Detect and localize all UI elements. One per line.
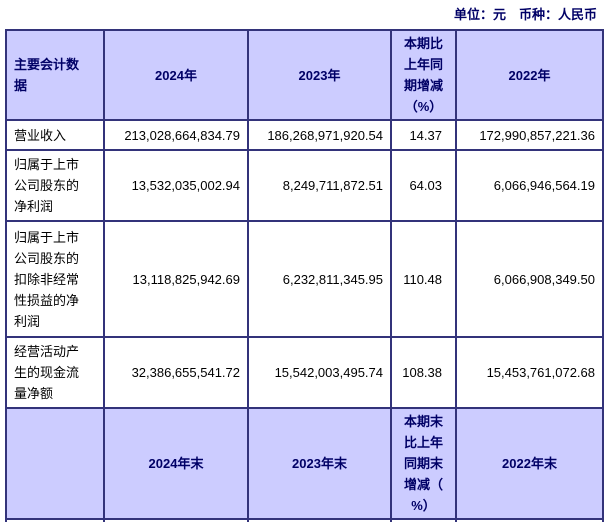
value-yoy-pct: 64.03 (390, 149, 457, 222)
table-row-operating-cash-flow: 经营活动产 生的现金流 量净额 32,386,655,541.72 15,542… (5, 336, 604, 409)
table-row-operating-revenue: 营业收入 213,028,664,834.79 186,268,971,920.… (5, 119, 604, 151)
partial-cell (247, 518, 392, 522)
table-header-row: 主要会计数 据 2024年 2023年 本期比 上年同 期增减 （%） 2022… (5, 29, 604, 121)
value-2022: 172,990,857,221.36 (455, 119, 604, 151)
value-yoy-pct: 110.48 (390, 220, 457, 338)
header-main-indicators: 主要会计数 据 (5, 29, 105, 121)
financial-summary-table: 主要会计数 据 2024年 2023年 本期比 上年同 期增减 （%） 2022… (5, 29, 604, 522)
header-end-change-pct: 本期末 比上年 同期末 增减（ %） (390, 407, 457, 520)
table-row-net-profit-excl-nonrecurring: 归属于上市 公司股东的 扣除非经常 性损益的净 利润 13,118,825,94… (5, 220, 604, 338)
row-label: 营业收入 (5, 119, 105, 151)
header-year-2024: 2024年 (103, 29, 249, 121)
value-2022: 6,066,908,349.50 (455, 220, 604, 338)
header-year-2023: 2023年 (247, 29, 392, 121)
table-row-net-profit: 归属于上市 公司股东的 净利润 13,532,035,002.94 8,249,… (5, 149, 604, 222)
value-2023: 186,268,971,920.54 (247, 119, 392, 151)
value-2024: 13,532,035,002.94 (103, 149, 249, 222)
table-row-partial (5, 518, 604, 522)
value-yoy-pct: 108.38 (390, 336, 457, 409)
unit-currency-note: 单位：元 币种：人民币 (453, 7, 597, 22)
value-2024: 213,028,664,834.79 (103, 119, 249, 151)
partial-cell (103, 518, 249, 522)
header-end-2023: 2023年末 (247, 407, 392, 520)
row-label: 经营活动产 生的现金流 量净额 (5, 336, 105, 409)
partial-cell (390, 518, 457, 522)
value-2023: 6,232,811,345.95 (247, 220, 392, 338)
row-label: 归属于上市 公司股东的 扣除非经常 性损益的净 利润 (5, 220, 105, 338)
header-year-2022: 2022年 (455, 29, 604, 121)
table-period-end-header-row: 2024年末 2023年末 本期末 比上年 同期末 增减（ %） 2022年末 (5, 407, 604, 520)
header-end-2022: 2022年末 (455, 407, 604, 520)
value-2023: 8,249,711,872.51 (247, 149, 392, 222)
value-2024: 32,386,655,541.72 (103, 336, 249, 409)
period-end-header-empty (5, 407, 105, 520)
partial-cell (455, 518, 604, 522)
header-end-2024: 2024年末 (103, 407, 249, 520)
value-2023: 15,542,003,495.74 (247, 336, 392, 409)
value-yoy-pct: 14.37 (390, 119, 457, 151)
value-2022: 6,066,946,564.19 (455, 149, 604, 222)
row-label: 归属于上市 公司股东的 净利润 (5, 149, 105, 222)
partial-cell (5, 518, 105, 522)
value-2024: 13,118,825,942.69 (103, 220, 249, 338)
header-yoy-change-pct: 本期比 上年同 期增减 （%） (390, 29, 457, 121)
value-2022: 15,453,761,072.68 (455, 336, 604, 409)
